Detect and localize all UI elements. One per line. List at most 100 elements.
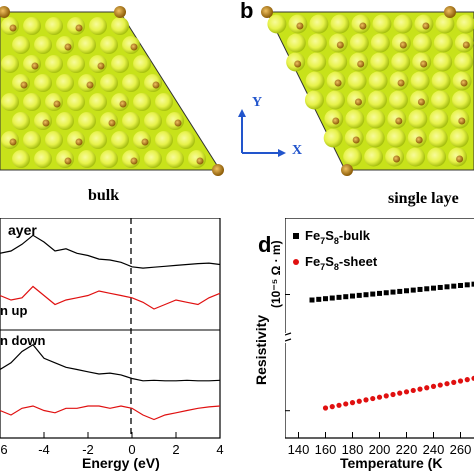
lattice-sphere xyxy=(349,33,369,53)
bulk-data-point xyxy=(323,296,328,302)
lattice-sphere xyxy=(89,55,107,73)
iron-atom-icon xyxy=(64,43,72,51)
sheet-data-point xyxy=(464,377,470,383)
iron-atom-icon xyxy=(141,138,149,146)
lattice-sphere xyxy=(78,74,96,92)
lattice-sphere xyxy=(347,71,367,91)
lattice-sphere xyxy=(23,93,41,111)
lattice-sphere xyxy=(122,112,140,130)
iron-atom-icon xyxy=(196,157,204,165)
lattice-sphere xyxy=(1,55,19,73)
lattice-sphere xyxy=(427,147,447,167)
dos-series-line xyxy=(0,285,221,310)
sheet-data-point xyxy=(451,379,457,385)
bulk-data-point xyxy=(390,289,396,295)
lattice-sphere xyxy=(45,17,63,35)
lattice-sphere xyxy=(100,36,118,54)
panel-letter-b: b xyxy=(240,0,254,23)
iron-atom-icon xyxy=(53,100,61,108)
resistivity-chart: 140 160 180 200 220 240 260 Fe7S8-bulk Fe7S8-sh… xyxy=(285,218,474,457)
lattice-sphere xyxy=(456,14,474,34)
lattice-sphere xyxy=(386,128,406,148)
bulk-data-point xyxy=(383,290,389,296)
iron-atom-icon xyxy=(130,43,138,51)
legend-label: Fe7S8-bulk xyxy=(305,228,371,246)
lattice-sphere xyxy=(100,150,118,168)
lattice-sphere xyxy=(144,150,162,168)
axis-indicator xyxy=(238,109,286,157)
bulk-data-point xyxy=(410,287,416,293)
iron-atom-icon xyxy=(415,136,423,144)
lattice-sphere xyxy=(34,74,52,92)
sheet-data-point xyxy=(343,401,349,407)
iron-atom-icon xyxy=(31,62,39,70)
iron-atom-icon xyxy=(174,119,182,127)
axis-break-icon xyxy=(285,332,292,343)
sheet-data-point xyxy=(383,393,389,399)
dos-x-tick-label: 2 xyxy=(172,442,179,457)
iron-atom-icon xyxy=(357,60,365,68)
iron-atom-icon xyxy=(119,100,127,108)
dos-x-tick-label: 4 xyxy=(216,442,223,457)
lattice-sphere xyxy=(45,93,63,111)
dos-series-line xyxy=(0,234,221,269)
lattice-sphere xyxy=(435,14,455,34)
lattice-sphere xyxy=(45,131,63,149)
iron-atom-icon xyxy=(397,79,405,87)
iron-atom-icon xyxy=(108,119,116,127)
lattice-sphere xyxy=(431,71,451,91)
lattice-sphere xyxy=(56,112,74,130)
lattice-sphere xyxy=(364,147,384,167)
legend-marker-square-icon xyxy=(293,233,299,239)
bulk-data-point xyxy=(424,286,430,292)
dos-chart: 6 -4 -2 0 2 4 xyxy=(0,218,224,457)
dos-x-tick-label: 6 xyxy=(0,442,7,457)
lattice-sphere xyxy=(133,131,151,149)
iron-atom-icon xyxy=(0,6,10,18)
dos-x-tick-label: 0 xyxy=(128,442,135,457)
iron-atom-icon xyxy=(114,6,126,18)
sheet-data-point xyxy=(397,390,403,396)
bulk-data-point xyxy=(309,297,315,303)
lattice-sphere xyxy=(388,90,408,110)
iron-atom-icon xyxy=(130,157,138,165)
lattice-sphere xyxy=(391,52,411,72)
lattice-sphere xyxy=(330,14,350,34)
iron-atom-icon xyxy=(9,138,17,146)
bulk-data-point xyxy=(329,295,335,301)
single-layer-caption: single laye xyxy=(388,190,459,207)
lattice-sphere xyxy=(188,150,206,168)
dos-x-title: Energy (eV) xyxy=(82,455,160,471)
lattice-sphere xyxy=(56,36,74,54)
sheet-data-point xyxy=(410,387,416,394)
lattice-sphere xyxy=(370,33,390,53)
sheet-data-point xyxy=(322,405,329,411)
lattice-sphere xyxy=(393,14,413,34)
resistivity-x-title: Temperature (K xyxy=(340,455,443,471)
bulk-data-point xyxy=(370,291,376,297)
bulk-data-point xyxy=(437,284,443,290)
lattice-sphere xyxy=(144,112,162,130)
bulk-data-point xyxy=(431,285,436,291)
lattice-sphere xyxy=(267,14,287,34)
iron-atom-icon xyxy=(64,157,72,165)
bulk-data-point xyxy=(404,288,409,294)
lattice-sphere xyxy=(454,52,474,72)
sheet-data-point xyxy=(370,395,376,402)
bulk-data-point xyxy=(464,282,470,288)
iron-atom-icon xyxy=(86,81,94,89)
lattice-sphere xyxy=(166,112,184,130)
iron-atom-icon xyxy=(332,117,340,125)
lattice-sphere xyxy=(78,36,96,54)
lattice-sphere xyxy=(428,128,448,148)
lattice-sphere xyxy=(372,14,392,34)
lattice-sphere xyxy=(100,112,118,130)
bulk-caption: bulk xyxy=(88,187,120,204)
lattice-sphere xyxy=(366,109,386,129)
iron-atom-icon xyxy=(334,79,342,87)
sheet-data-point xyxy=(390,391,396,398)
iron-atom-icon xyxy=(422,22,430,30)
lattice-sphere xyxy=(89,131,107,149)
iron-atom-icon xyxy=(359,22,367,30)
dos-series-line xyxy=(0,344,221,382)
